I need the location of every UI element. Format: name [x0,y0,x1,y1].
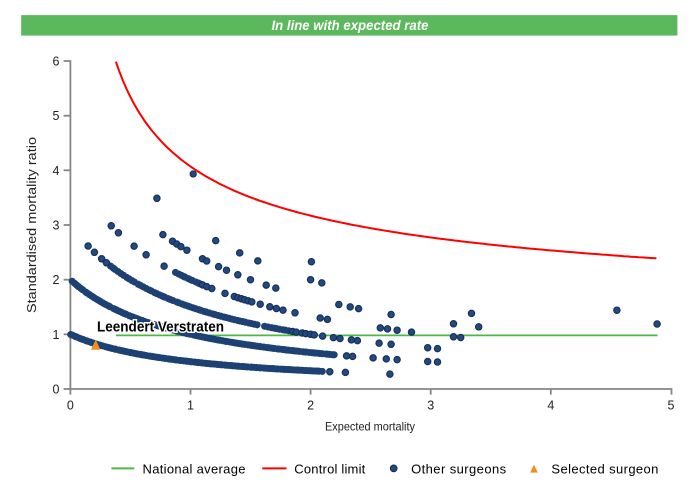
svg-text:6: 6 [53,55,60,69]
svg-text:Control limit: Control limit [294,461,365,476]
svg-text:2: 2 [53,273,60,287]
svg-text:1: 1 [187,399,194,413]
svg-text:In line with expected rate: In line with expected rate [272,18,429,34]
svg-text:3: 3 [427,399,434,413]
svg-text:Expected mortality: Expected mortality [325,420,415,434]
svg-text:4: 4 [53,164,60,178]
svg-text:2: 2 [307,399,314,413]
svg-text:3: 3 [53,219,60,233]
svg-text:National average: National average [143,461,246,476]
svg-text:Selected surgeon: Selected surgeon [551,461,658,476]
svg-text:0: 0 [67,399,74,413]
svg-text:4: 4 [547,399,554,413]
svg-text:5: 5 [668,399,675,413]
svg-text:Standardised mortality ratio: Standardised mortality ratio [24,137,39,313]
svg-text:1: 1 [53,328,60,342]
svg-text:0: 0 [53,383,60,397]
svg-text:Leendert Verstraten: Leendert Verstraten [97,319,224,336]
svg-text:Other surgeons: Other surgeons [411,461,507,476]
svg-text:5: 5 [53,109,60,123]
